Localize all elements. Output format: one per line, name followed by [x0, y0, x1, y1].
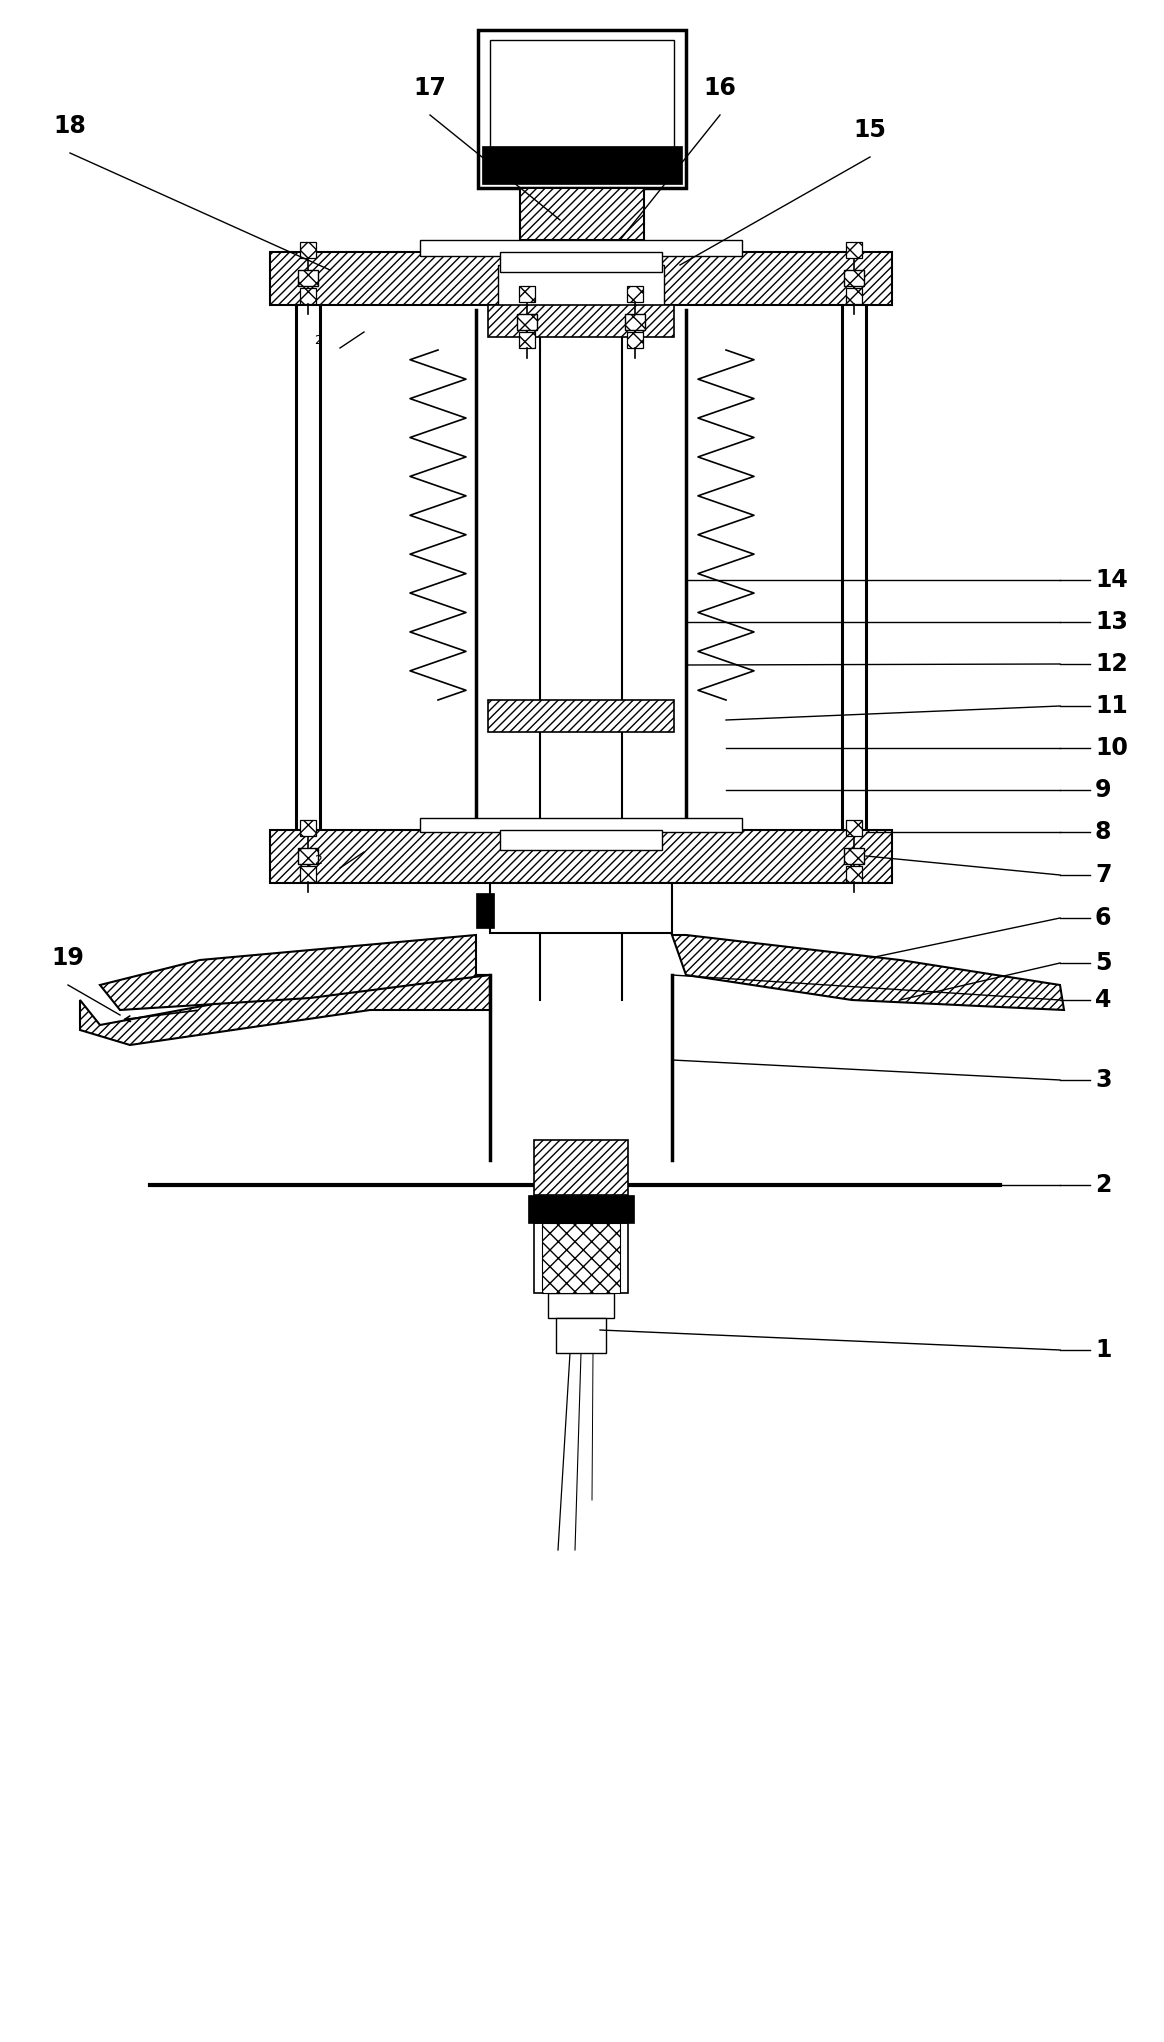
Bar: [420, 819, 741, 831]
Bar: [300, 821, 315, 835]
Text: 12: 12: [1095, 651, 1128, 676]
Bar: [846, 866, 863, 882]
Text: 3: 3: [1095, 1068, 1112, 1092]
Bar: [476, 892, 494, 927]
Bar: [519, 286, 535, 302]
Text: 13: 13: [1095, 611, 1128, 633]
Bar: [300, 243, 315, 257]
Bar: [482, 145, 682, 184]
Bar: [298, 270, 318, 286]
Bar: [520, 188, 644, 241]
Bar: [846, 243, 863, 257]
Bar: [490, 882, 672, 933]
Text: 7: 7: [1095, 864, 1112, 886]
Bar: [517, 314, 537, 331]
Text: 2: 2: [314, 854, 322, 866]
Bar: [488, 304, 674, 337]
Polygon shape: [80, 974, 490, 1046]
Bar: [844, 270, 864, 286]
Text: 10: 10: [1095, 735, 1128, 760]
Bar: [300, 866, 315, 882]
Text: 1: 1: [1095, 1338, 1112, 1362]
Bar: [528, 1195, 634, 1223]
Text: 16: 16: [703, 76, 737, 100]
Text: 9: 9: [1095, 778, 1112, 803]
Bar: [478, 31, 686, 188]
Polygon shape: [672, 935, 1064, 1011]
Bar: [270, 251, 892, 304]
Bar: [846, 288, 863, 304]
Bar: [534, 1223, 629, 1293]
Bar: [488, 700, 674, 731]
Text: 11: 11: [1095, 694, 1128, 719]
Text: 18: 18: [54, 114, 86, 139]
Text: 6: 6: [1095, 907, 1112, 929]
Text: 2: 2: [1095, 1172, 1112, 1197]
Bar: [844, 847, 864, 864]
Text: 14: 14: [1095, 568, 1128, 592]
Bar: [627, 333, 643, 347]
Bar: [625, 314, 645, 331]
Bar: [544, 241, 620, 253]
Bar: [501, 251, 662, 272]
Bar: [270, 829, 892, 882]
Bar: [498, 265, 663, 310]
Text: 2: 2: [314, 333, 322, 347]
Bar: [420, 241, 741, 255]
Bar: [542, 1223, 620, 1293]
Text: 8: 8: [1095, 821, 1112, 843]
Bar: [534, 1139, 629, 1195]
Text: 5: 5: [1095, 952, 1112, 974]
Bar: [501, 829, 662, 849]
Bar: [846, 821, 863, 835]
Text: 19: 19: [51, 945, 85, 970]
Bar: [556, 1317, 606, 1354]
Bar: [300, 288, 315, 304]
Bar: [298, 847, 318, 864]
Polygon shape: [100, 935, 490, 1011]
Bar: [627, 286, 643, 302]
Bar: [548, 1293, 613, 1317]
Text: 15: 15: [853, 118, 887, 143]
Bar: [490, 41, 674, 176]
Bar: [519, 333, 535, 347]
Text: 17: 17: [413, 76, 447, 100]
Text: 4: 4: [1095, 988, 1112, 1013]
